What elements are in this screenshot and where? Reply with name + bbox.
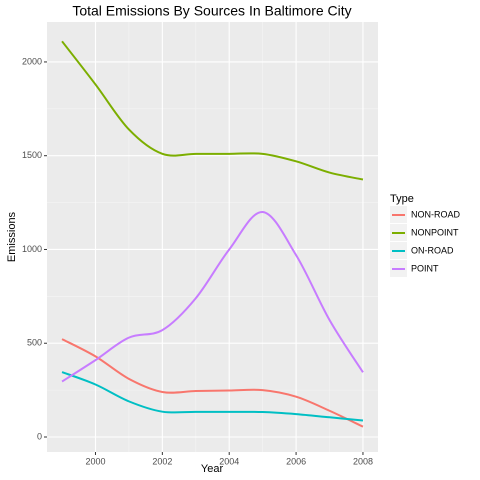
y-axis-label: Emissions	[6, 211, 18, 262]
y-tick-label: 500	[27, 338, 42, 348]
legend-title: Type	[390, 193, 414, 205]
series-line	[61, 40, 364, 181]
legend-label: ON-ROAD	[411, 245, 454, 255]
x-tick-label: 2000	[85, 456, 105, 466]
x-axis-label: Year	[201, 463, 224, 475]
legend-label: POINT	[411, 263, 439, 273]
x-tick-label: 2008	[353, 456, 373, 466]
chart-title: Total Emissions By Sources In Baltimore …	[72, 3, 351, 19]
series-line	[61, 338, 364, 428]
series-line	[61, 210, 364, 383]
y-tick-label: 2000	[22, 56, 42, 66]
y-tick-label: 0	[37, 431, 42, 441]
y-tick-label: 1000	[22, 244, 42, 254]
legend-label: NON-ROAD	[411, 209, 460, 219]
series-line	[61, 371, 364, 422]
x-tick-label: 2006	[286, 456, 306, 466]
x-tick-label: 2004	[219, 456, 239, 466]
y-tick-label: 1500	[22, 150, 42, 160]
x-tick-label: 2002	[152, 456, 172, 466]
legend-label: NONPOINT	[411, 227, 459, 237]
